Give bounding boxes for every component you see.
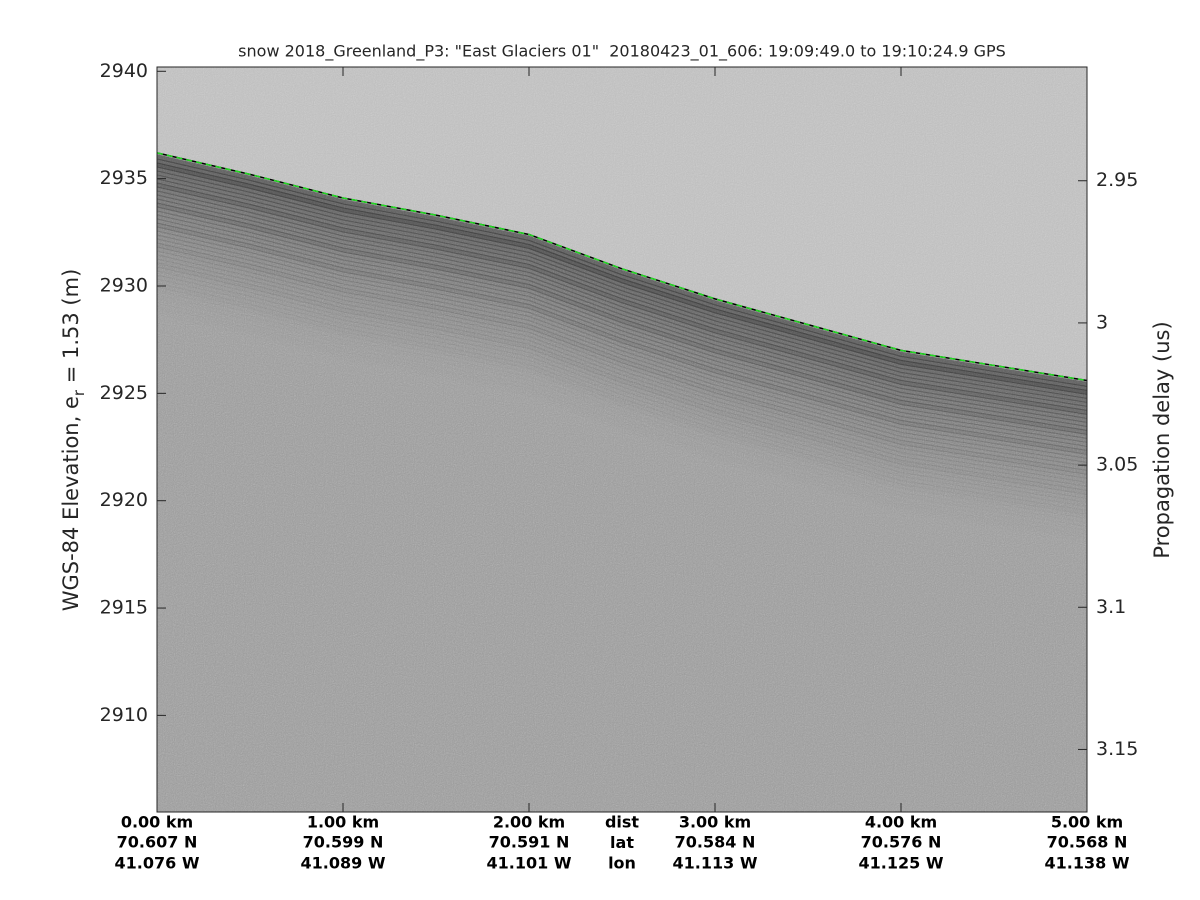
speckle-noise [157, 67, 1087, 812]
y2-tick-label: 3.1 [1096, 596, 1126, 618]
y2-tick-label: 2.95 [1096, 169, 1138, 191]
x-tick-label: 3.00 km [679, 813, 751, 832]
x-tick-label: 5.00 km [1051, 813, 1123, 832]
lat-label: 70.591 N [489, 833, 570, 852]
lat-label: 70.584 N [675, 833, 756, 852]
y-tick-label: 2940 [100, 60, 148, 82]
lon-label: 41.138 W [1045, 854, 1130, 873]
x-tick-label: 4.00 km [865, 813, 937, 832]
y2-tick-label: 3.15 [1096, 738, 1138, 760]
y-axis-label: WGS-84 Elevation, er = 1.53 (m) [59, 269, 88, 612]
lon-label: 41.101 W [487, 854, 572, 873]
row-header: dist [605, 813, 639, 832]
lat-label: 70.599 N [303, 833, 384, 852]
row-header: lat [610, 833, 634, 852]
lat-label: 70.607 N [117, 833, 198, 852]
y-tick-label: 2925 [100, 382, 148, 404]
row-header: lon [608, 854, 636, 873]
y-tick-label: 2920 [100, 489, 148, 511]
y-tick-label: 2910 [100, 704, 148, 726]
lon-label: 41.076 W [115, 854, 200, 873]
x-tick-label: 1.00 km [307, 813, 379, 832]
x-tick-label: 2.00 km [493, 813, 565, 832]
lon-label: 41.125 W [859, 854, 944, 873]
x-tick-label: 0.00 km [121, 813, 193, 832]
y-label-subscript: r [70, 389, 88, 396]
y-tick-label: 2915 [100, 597, 148, 619]
echogram-image [157, 67, 1087, 812]
y-label-text: = 1.53 (m) [59, 269, 83, 390]
y-tick-label: 2930 [100, 274, 148, 296]
y2-axis-label: Propagation delay (us) [1150, 321, 1174, 558]
lon-label: 41.089 W [301, 854, 386, 873]
lat-label: 70.576 N [861, 833, 942, 852]
y2-tick-label: 3.05 [1096, 454, 1138, 476]
lat-label: 70.568 N [1047, 833, 1128, 852]
chart-title: snow 2018_Greenland_P3: "East Glaciers 0… [238, 42, 1006, 62]
y-tick-label: 2935 [100, 167, 148, 189]
lon-label: 41.113 W [673, 854, 758, 873]
surface-line [157, 152, 1087, 382]
y2-tick-label: 3 [1096, 311, 1108, 333]
y-label-text: WGS-84 Elevation, e [59, 396, 83, 611]
plot-frame [156, 66, 1088, 813]
